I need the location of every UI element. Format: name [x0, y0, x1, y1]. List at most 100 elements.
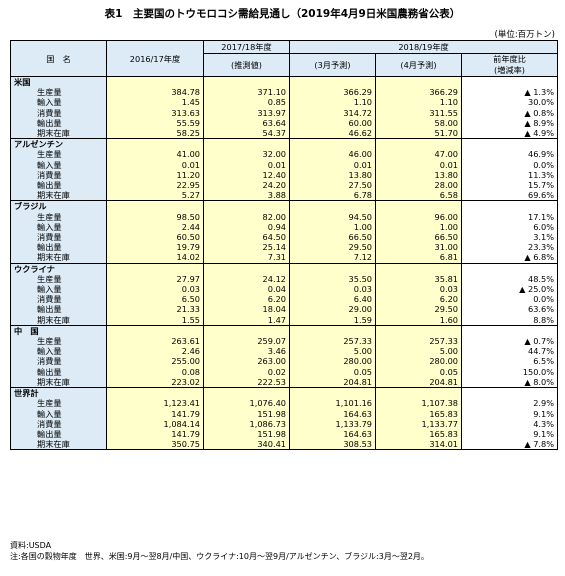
unit-label: (単位:百万トン) [494, 30, 556, 40]
value-yoy-change: 44.7% [460, 346, 559, 357]
header-march-forecast: (3月予測) [289, 53, 376, 77]
empty-cell [375, 387, 462, 399]
header-2017-18-estimate: (推測値) [203, 53, 290, 77]
empty-cell [106, 387, 204, 399]
table-row: 生産量 41.00 32.00 46.00 47.00 46.9% [10, 149, 559, 160]
country-header-row: 世界計 [10, 387, 559, 399]
value-2016-17: 263.61 [106, 336, 204, 347]
value-2018-19-march: 27.50 [289, 180, 376, 191]
empty-cell [203, 138, 290, 150]
value-2016-17: 98.50 [106, 211, 204, 222]
value-2017-18: 32.00 [203, 149, 290, 160]
item-label: 生産量 [10, 336, 107, 347]
value-yoy-change: 4.3% [460, 418, 559, 429]
value-2018-19-march: 13.80 [289, 169, 376, 181]
country-name: 中 国 [10, 324, 107, 337]
country-name: 米国 [10, 76, 107, 88]
table-row: 輸出量 22.95 24.20 27.50 28.00 15.7% [10, 180, 559, 191]
value-2017-18: 1,086.73 [203, 418, 290, 429]
item-label: 輸出量 [10, 428, 107, 440]
value-yoy-change: 150.0% [460, 366, 559, 377]
country-name: ブラジル [10, 200, 107, 212]
table-row: 消費量 255.00 263.00 280.00 280.00 6.5% [10, 356, 559, 367]
value-2016-17: 141.79 [106, 428, 204, 440]
value-yoy-change: 23.3% [460, 242, 559, 253]
value-yoy-change: 6.0% [460, 221, 559, 233]
empty-cell [106, 138, 204, 150]
header-yoy-label: 前年度比 [493, 54, 526, 65]
item-label: 消費量 [10, 356, 107, 367]
country-header-row: 米国 [10, 76, 559, 88]
table-row: 生産量 1,123.41 1,076.40 1,101.16 1,107.38 2.9% [10, 398, 559, 409]
item-label: 生産量 [10, 149, 107, 160]
item-label: 消費量 [10, 232, 107, 243]
value-2016-17: 22.95 [106, 180, 204, 191]
item-label: 期末在庫 [10, 252, 107, 264]
table-row: 輸出量 19.79 25.14 29.50 31.00 23.3% [10, 242, 559, 253]
value-2017-18: 1,076.40 [203, 398, 290, 409]
value-yoy-change: ▲ 6.8% [460, 252, 559, 264]
header-2016-17: 2016/17年度 [106, 40, 204, 77]
value-2018-19-april: 314.01 [375, 439, 462, 451]
value-2018-19-april: 0.05 [375, 366, 462, 377]
crop-year-note: 注:各国の穀物年度 世界、米国:9月～翌8月/中国、ウクライナ:10月～翌9月/… [10, 552, 429, 561]
table-row: 期末在庫 58.25 54.37 46.62 51.70 ▲ 4.9% [10, 128, 559, 139]
value-2018-19-march: 60.00 [289, 117, 376, 129]
value-2017-18: 3.46 [203, 346, 290, 357]
value-2018-19-march: 46.00 [289, 149, 376, 160]
value-2018-19-march: 308.53 [289, 439, 376, 451]
item-label: 消費量 [10, 418, 107, 429]
value-yoy-change: 15.7% [460, 180, 559, 191]
value-2018-19-april: 0.01 [375, 159, 462, 170]
value-2017-18: 1.47 [203, 314, 290, 326]
value-2018-19-march: 366.29 [289, 87, 376, 98]
table-row: 輸入量 2.44 0.94 1.00 1.00 6.0% [10, 221, 559, 233]
item-label: 輸入量 [10, 408, 107, 419]
empty-cell [106, 324, 204, 337]
item-label: 期末在庫 [10, 376, 107, 388]
empty-cell [460, 387, 559, 399]
table-row: 輸入量 2.46 3.46 5.00 5.00 44.7% [10, 346, 559, 357]
country-header-row: ウクライナ [10, 262, 559, 274]
value-2016-17: 0.08 [106, 366, 204, 377]
value-2018-19-april: 96.00 [375, 211, 462, 222]
table-row: 生産量 263.61 259.07 257.33 257.33 ▲ 0.7% [10, 336, 559, 347]
value-2018-19-march: 46.62 [289, 128, 376, 139]
value-2018-19-april: 47.00 [375, 149, 462, 160]
value-2018-19-march: 66.50 [289, 232, 376, 243]
table-row: 輸入量 1.45 0.85 1.10 1.10 30.0% [10, 97, 559, 108]
table-row: 生産量 98.50 82.00 94.50 96.00 17.1% [10, 211, 559, 222]
value-2018-19-april: 58.00 [375, 117, 462, 129]
empty-cell [203, 76, 290, 88]
value-2018-19-april: 28.00 [375, 180, 462, 191]
value-2018-19-march: 280.00 [289, 356, 376, 367]
table-row: 輸入量 141.79 151.98 164.63 165.83 9.1% [10, 408, 559, 419]
value-2018-19-april: 6.58 [375, 190, 462, 201]
empty-cell [289, 76, 376, 88]
value-yoy-change: ▲ 4.9% [460, 128, 559, 139]
table-row: 生産量 27.97 24.12 35.50 35.81 48.5% [10, 273, 559, 285]
value-yoy-change: ▲ 0.7% [460, 336, 559, 347]
table-row: 期末在庫 14.02 7.31 7.12 6.81 ▲ 6.8% [10, 252, 559, 264]
value-yoy-change: ▲ 7.8% [460, 439, 559, 451]
empty-cell [460, 200, 559, 212]
value-2016-17: 14.02 [106, 252, 204, 264]
value-2016-17: 1.55 [106, 314, 204, 326]
value-2016-17: 19.79 [106, 242, 204, 253]
header-2017-18: 2017/18年度 [203, 40, 290, 54]
value-yoy-change: 69.6% [460, 190, 559, 201]
supply-demand-table: 国 名 2016/17年度 2017/18年度 2018/19年度 (推測値) … [10, 40, 559, 451]
value-2018-19-march: 0.01 [289, 159, 376, 170]
empty-cell [106, 262, 204, 274]
value-2016-17: 58.25 [106, 128, 204, 139]
table-row: 輸出量 21.33 18.04 29.00 29.50 63.6% [10, 304, 559, 315]
table-row: 期末在庫 5.27 3.88 6.78 6.58 69.6% [10, 190, 559, 201]
value-2018-19-march: 6.78 [289, 190, 376, 201]
source-note: 資料:USDA [10, 541, 52, 550]
value-2018-19-april: 1,107.38 [375, 398, 462, 409]
value-2016-17: 5.27 [106, 190, 204, 201]
value-2018-19-march: 1.59 [289, 314, 376, 326]
value-2018-19-april: 35.81 [375, 273, 462, 285]
value-2017-18: 0.85 [203, 97, 290, 108]
header-2018-19: 2018/19年度 [288, 40, 559, 54]
